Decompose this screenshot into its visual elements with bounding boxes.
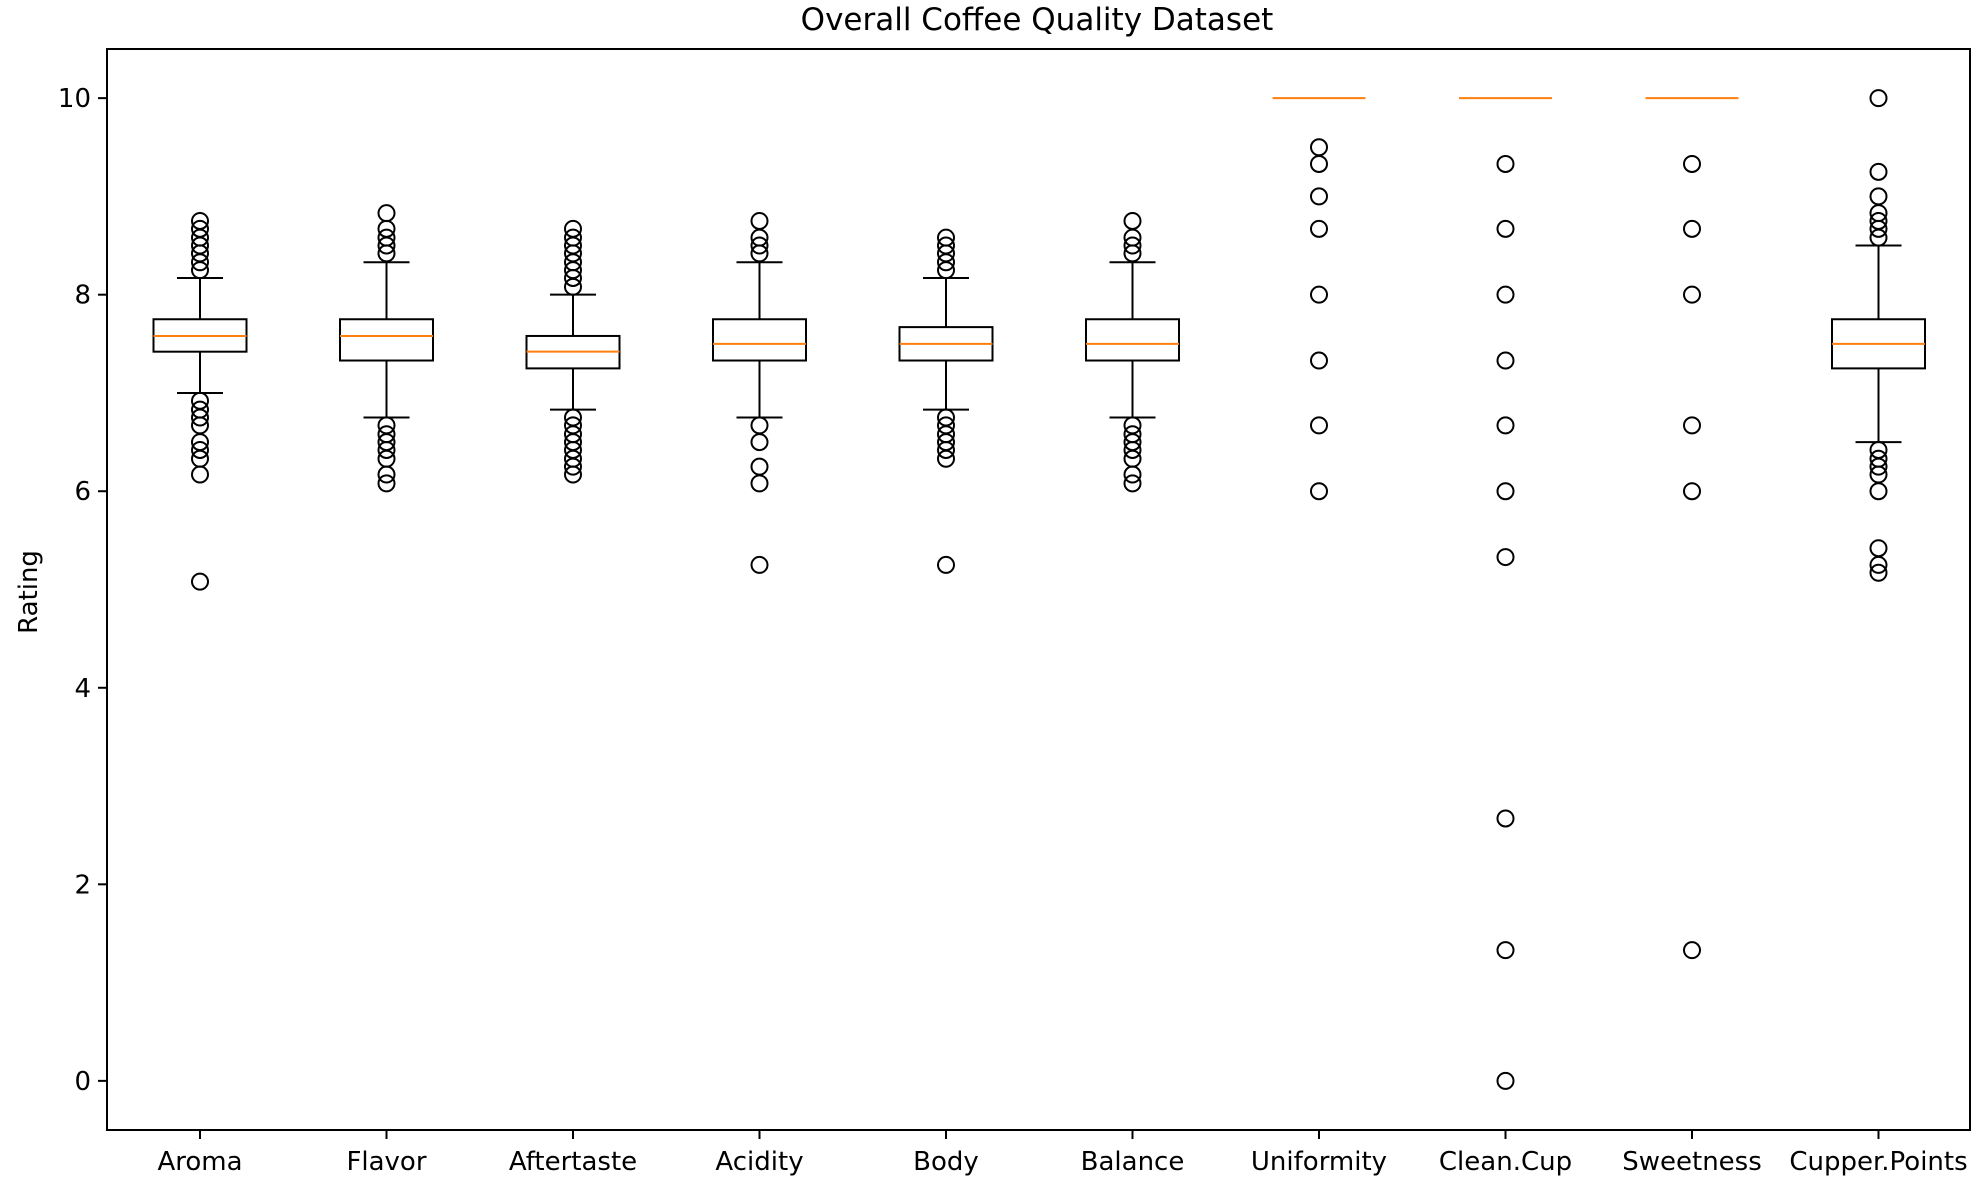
outlier-point [191,572,209,591]
outlier-point [1310,187,1328,206]
chart-title: Overall Coffee Quality Dataset [801,2,1274,38]
outlier-point [1310,219,1328,238]
outlier-point [1496,285,1515,304]
outlier-point [937,555,955,574]
outlier-point [1123,440,1142,459]
outlier-point [377,244,396,263]
outlier-point [1496,548,1515,567]
outlier-point [1310,351,1328,370]
y-tick-label: 0 [74,1067,91,1097]
outlier-point [1310,482,1328,501]
outlier-point [1496,351,1515,370]
outlier-point [1683,219,1701,238]
outlier-point [1869,539,1888,558]
x-tick-label: Cupper.Points [1789,1147,1967,1177]
outlier-point [1496,219,1515,238]
outlier-point [937,449,955,468]
outlier-point [377,465,396,484]
outlier-point [937,261,955,280]
x-tick-label: Aftertaste [509,1147,637,1177]
outlier-point [1869,563,1888,582]
y-tick-label: 4 [74,674,91,704]
box [712,318,807,362]
outlier-point [1683,941,1701,960]
outlier-point [191,253,209,272]
outlier-point [564,268,582,287]
x-tick-label: Acidity [715,1147,803,1177]
outlier-point [750,555,769,574]
outlier-point [937,440,955,459]
outlier-point [1683,154,1701,173]
outlier-point [1310,154,1328,173]
y-axis-label: Rating [14,550,44,634]
outlier-point [1123,474,1142,493]
outlier-point [191,408,209,427]
outlier-point [191,440,209,459]
y-tick-label: 2 [74,870,91,900]
outlier-point [1310,138,1328,157]
outlier-point [1869,482,1888,501]
x-tick-label: Clean.Cup [1439,1147,1572,1177]
outlier-point [377,440,396,459]
outlier-point [750,457,769,476]
axes-frame [106,48,1971,1131]
y-tick-label: 8 [74,281,91,311]
x-tick-label: Uniformity [1251,1147,1387,1177]
outlier-point [1123,236,1142,255]
outlier-point [1869,187,1888,206]
outlier-point [564,457,582,476]
x-tick-label: Sweetness [1622,1147,1762,1177]
outlier-point [1683,482,1701,501]
outlier-point [750,416,769,435]
x-tick-label: Balance [1081,1147,1185,1177]
outlier-point [1683,285,1701,304]
outlier-point [1869,228,1888,247]
outlier-point [564,465,582,484]
outlier-point [564,277,582,296]
outlier-point [1123,244,1142,263]
outlier-point [750,244,769,263]
outlier-point [1869,555,1888,574]
outlier-point [1869,219,1888,238]
outlier-point [1496,941,1515,960]
outlier-point [1123,465,1142,484]
outlier-point [1869,457,1888,476]
y-tick-label: 6 [74,477,91,507]
outlier-point [1496,154,1515,173]
outlier-point [750,236,769,255]
plot-area: 0 2 4 6 8 10 Aroma Flavor Aftertaste Acidity Body B… [58,84,1968,1177]
outlier-point [1496,809,1515,828]
outlier-point [191,465,209,484]
x-tick-label: Aroma [157,1147,242,1177]
y-tick-label: 10 [58,84,91,114]
outlier-point [1869,89,1888,108]
outlier-point [1496,1071,1515,1090]
outlier-point [377,474,396,493]
outlier-point [750,474,769,493]
x-tick-label: Flavor [346,1147,426,1177]
outlier-point [937,253,955,272]
outlier-point [1869,162,1888,181]
outlier-point [377,204,396,223]
outlier-point [191,261,209,280]
outlier-point [377,236,396,255]
outlier-point [750,433,769,452]
x-tick-label: Body [913,1147,979,1177]
outlier-point [1310,285,1328,304]
outlier-point [750,211,769,230]
outlier-point [1496,482,1515,501]
outlier-point [1123,211,1142,230]
outlier-point [1683,416,1701,435]
outlier-point [1310,416,1328,435]
outlier-point [1496,416,1515,435]
box [339,318,434,362]
box [1085,318,1180,362]
